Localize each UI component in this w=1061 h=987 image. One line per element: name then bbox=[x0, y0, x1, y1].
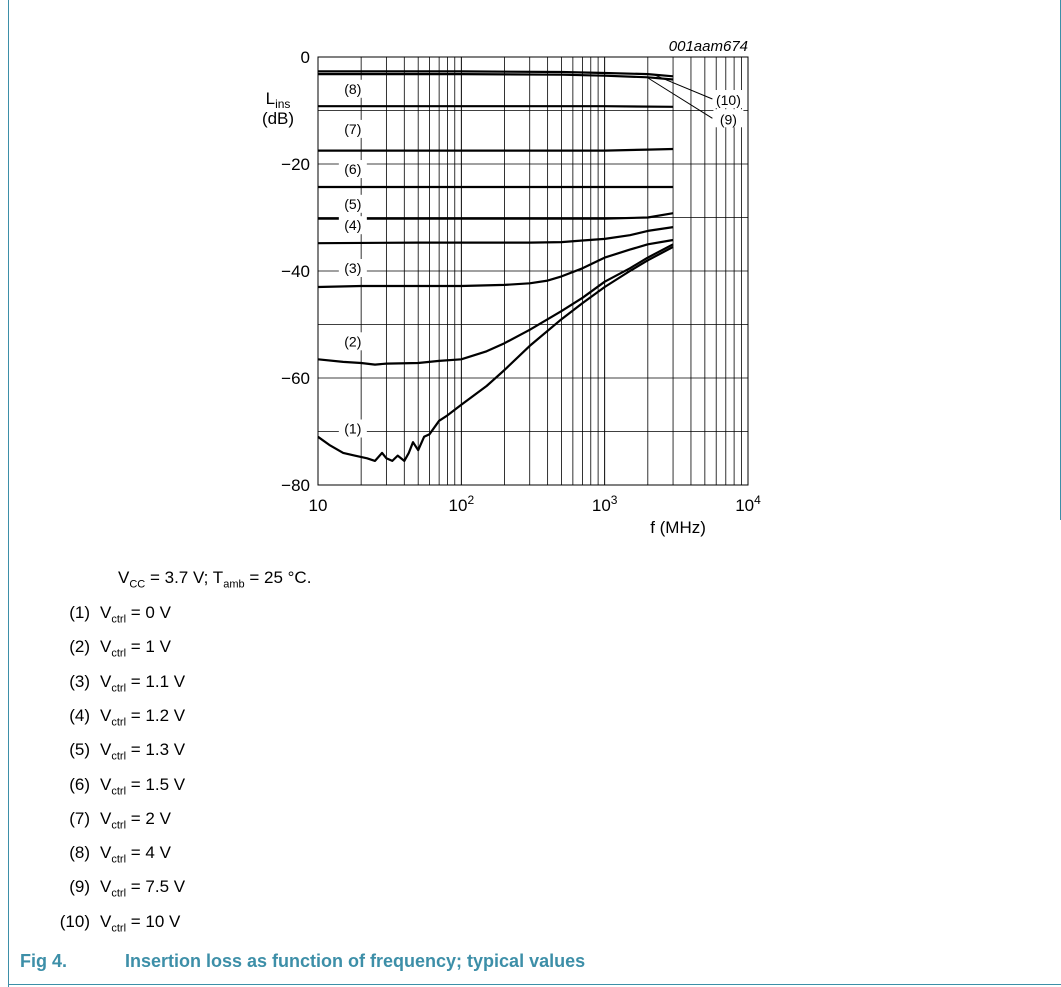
series-line-3 bbox=[317, 238, 674, 289]
legend-number: (10) bbox=[59, 911, 90, 931]
callout-label: (10) bbox=[716, 92, 741, 108]
y-axis-label: Lins bbox=[266, 89, 291, 111]
callout-label: (9) bbox=[720, 111, 737, 127]
figure-caption: Fig 4. Insertion loss as function of freq… bbox=[20, 951, 585, 972]
curve-label-bg bbox=[338, 419, 367, 438]
figure-reference: 001aam674 bbox=[669, 38, 748, 55]
x-tick-label: 102 bbox=[449, 493, 475, 515]
callout-leader-line bbox=[647, 77, 713, 119]
series-line-2 bbox=[317, 243, 674, 366]
legend-condition: Vctrl = 1.1 V bbox=[100, 671, 186, 694]
legend-condition: Vctrl = 4 V bbox=[100, 843, 171, 866]
legend-condition: Vctrl = 1.5 V bbox=[100, 774, 186, 797]
legend-condition: Vctrl = 0 V bbox=[100, 603, 171, 626]
legend-number: (1) bbox=[69, 603, 90, 622]
legend-condition: Vctrl = 1.2 V bbox=[100, 705, 186, 729]
series-line-1 bbox=[317, 245, 674, 462]
y-axis-unit: (dB) bbox=[262, 109, 294, 128]
x-tick-label: 103 bbox=[592, 493, 618, 515]
y-tick-label: −40 bbox=[281, 262, 310, 281]
legend-condition: Vctrl = 1 V bbox=[100, 637, 171, 660]
legend-condition: Vctrl = 7.5 V bbox=[100, 877, 186, 900]
x-axis-label: f (MHz) bbox=[650, 518, 706, 537]
curve-label-bg bbox=[338, 160, 367, 179]
y-tick-label: −20 bbox=[281, 155, 310, 174]
series-line-7 bbox=[318, 147, 674, 152]
y-tick-label: −80 bbox=[281, 476, 310, 495]
curve-label: (3) bbox=[344, 260, 361, 276]
x-tick-label: 104 bbox=[735, 493, 761, 515]
curve-label-bg bbox=[338, 332, 367, 351]
legend-condition: Vctrl = 1.3 V bbox=[100, 740, 186, 763]
curve-label: (8) bbox=[344, 81, 361, 97]
legend-number: (3) bbox=[69, 671, 90, 691]
vcc-value: = 3.7 V; T bbox=[145, 568, 224, 587]
tamb-value: = 25 °C. bbox=[244, 568, 312, 587]
curve-label-bg bbox=[338, 194, 367, 213]
curve-labels: (8) (7) (6) (5) (4) (3) (2) (1) (10) (9) bbox=[338, 74, 744, 438]
test-conditions: VCC = 3.7 V; Tamb = 25 °C. bbox=[118, 568, 311, 590]
x-tick-label: 10 bbox=[309, 496, 328, 515]
vcc-symbol: V bbox=[118, 568, 130, 587]
chart-series bbox=[317, 70, 674, 462]
curve-label: (5) bbox=[344, 196, 361, 212]
legend-number: (2) bbox=[69, 637, 90, 657]
y-tick-label: −60 bbox=[281, 369, 310, 388]
chart-grid bbox=[317, 56, 749, 486]
curve-label: (7) bbox=[344, 121, 361, 137]
series-line-9 bbox=[318, 72, 674, 81]
vcc-subscript: CC bbox=[129, 578, 146, 591]
curve-label: (1) bbox=[344, 421, 361, 437]
curve-label-bg bbox=[338, 119, 367, 138]
figure-number: Fig 4. bbox=[20, 951, 68, 971]
curve-label-bg bbox=[338, 216, 367, 235]
tamb-subscript: amb bbox=[223, 578, 245, 591]
curve-label: (4) bbox=[344, 217, 361, 233]
series-line-4 bbox=[317, 226, 674, 245]
frame-left-border bbox=[8, 0, 9, 987]
legend-number: (6) bbox=[69, 774, 90, 794]
legend-number: (5) bbox=[69, 740, 90, 760]
callout-leader-line bbox=[653, 74, 713, 100]
legend-condition: Vctrl = 2 V bbox=[100, 808, 171, 832]
curve-label-bg bbox=[338, 259, 367, 277]
y-tick-label: 0 bbox=[301, 48, 310, 67]
legend-number: (9) bbox=[69, 877, 90, 897]
legend-number: (8) bbox=[69, 843, 90, 863]
series-line-10 bbox=[318, 70, 674, 78]
legend-condition: Vctrl = 10 V bbox=[100, 911, 181, 935]
legend-number: (7) bbox=[69, 808, 90, 828]
legend-number: (4) bbox=[69, 705, 90, 725]
frame-bottom-border bbox=[8, 984, 1061, 985]
figure-title: Insertion loss as function of frequency;… bbox=[125, 951, 586, 971]
callout-label-bg bbox=[713, 90, 744, 109]
curve-label-bg bbox=[338, 79, 367, 98]
curve-label: (2) bbox=[344, 333, 361, 349]
series-line-5 bbox=[318, 212, 674, 220]
curve-label: (6) bbox=[344, 161, 361, 177]
series-line-8 bbox=[318, 105, 674, 108]
callout-label-bg bbox=[713, 109, 744, 128]
